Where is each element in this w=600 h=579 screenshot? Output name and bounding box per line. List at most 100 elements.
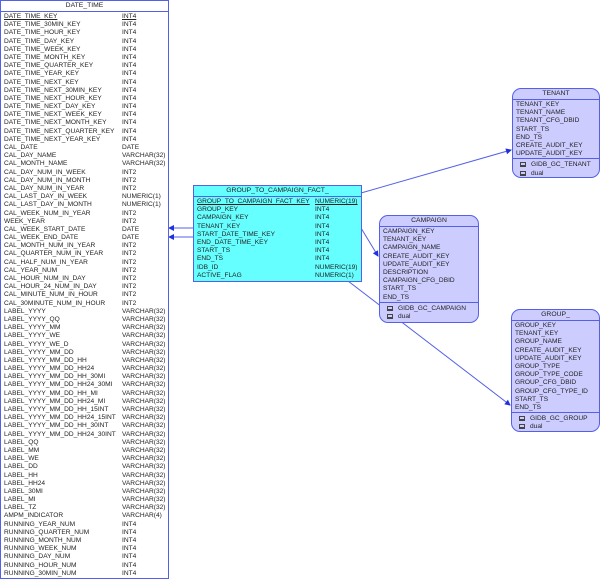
column-name: START_TS: [516, 125, 550, 133]
column-row: DATE_TIME_NEXT_WEEK_KEY INT4: [4, 111, 168, 119]
column-row: ACTIVE_FLAG NUMERIC(1): [197, 272, 361, 280]
column-name: START_DATE_TIME_KEY: [197, 230, 276, 238]
column-type: INT2: [122, 291, 137, 299]
column-row: LABEL_WE VARCHAR(32): [4, 455, 168, 463]
table-title: TENANT: [513, 89, 599, 100]
column-row: TENANT_CFG_DBID: [516, 117, 599, 125]
source-list: GIDB_GC_GROUP dual: [512, 412, 599, 431]
column-row: RUNNING_MONTH_NUM INT4: [4, 537, 168, 545]
column-row: START_TS INT4: [197, 247, 361, 255]
column-row: LABEL_YYYY_WE VARCHAR(32): [4, 332, 168, 340]
table-icon: [519, 424, 525, 430]
column-name: GROUP_TYPE: [515, 362, 561, 370]
column-type: VARCHAR(32): [122, 324, 166, 332]
column-name: CAMPAIGN_KEY: [197, 214, 249, 222]
column-row: DATE_TIME_HOUR_KEY INT4: [4, 29, 168, 37]
column-row: CAL_DAY_NUM_IN_WEEK INT2: [4, 169, 168, 177]
column-row: CAL_YEAR_NUM INT2: [4, 267, 168, 275]
source-name: GIDB_GC_TENANT: [531, 161, 591, 169]
column-row: CAL_HALF_NUM_IN_YEAR INT2: [4, 259, 168, 267]
column-type: VARCHAR(32): [122, 438, 166, 446]
column-type: INT2: [122, 250, 137, 258]
column-name: LABEL_YYYY: [4, 307, 46, 315]
column-type: INT2: [122, 266, 137, 274]
column-row: RUNNING_WEEK_NUM INT4: [4, 545, 168, 553]
column-row: LABEL_MI VARCHAR(32): [4, 496, 168, 504]
column-name: CREATE_AUDIT_KEY: [515, 346, 582, 354]
column-type: INT4: [122, 70, 137, 78]
column-name: WEEK_YEAR: [4, 217, 46, 225]
column-type: INT4: [122, 135, 137, 143]
column-name: DATE_TIME_NEXT_DAY_KEY: [4, 103, 96, 111]
entity-campaign[interactable]: CAMPAIGN CAMPAIGN_KEY TENANT_KEY CAMPAIGN_…: [379, 215, 479, 323]
column-row: DATE_TIME_NEXT_HOUR_KEY INT4: [4, 95, 168, 103]
entity-group[interactable]: GROUP_ GROUP_KEY TENANT_KEY GROUP_NAME CREA…: [511, 309, 600, 432]
column-row: DATE_TIME_KEY INT4: [4, 13, 168, 21]
column-name: DATE_TIME_30MIN_KEY: [4, 21, 81, 29]
column-name: TENANT_KEY: [197, 222, 241, 230]
column-type: VARCHAR(32): [122, 455, 166, 463]
column-name: LABEL_YYYY_MM_DD_HH24_MI: [4, 397, 106, 405]
column-row: CAL_WEEK_NUM_IN_YEAR INT2: [4, 210, 168, 218]
column-name: CAL_MONTH_NUM_IN_YEAR: [4, 242, 96, 250]
column-name: CAL_DAY_NUM_IN_YEAR: [4, 184, 85, 192]
source-name: GIDB_GC_CAMPAIGN: [398, 304, 467, 312]
column-name: RUNNING_MONTH_NUM: [4, 537, 82, 544]
column-type: INT4: [122, 553, 137, 561]
column-type: VARCHAR(32): [122, 479, 166, 487]
column-name: GROUP_KEY: [197, 206, 239, 214]
column-name: DATE_TIME_NEXT_30MIN_KEY: [4, 86, 102, 94]
column-row: CAL_HOUR_24_NUM_IN_DAY INT2: [4, 283, 168, 291]
column-type: INT2: [122, 217, 137, 225]
column-name: LABEL_YYYY_WE_D: [4, 340, 69, 348]
column-row: DATE_TIME_WEEK_KEY INT4: [4, 46, 168, 54]
column-row: CAL_30MINUTE_NUM_IN_HOUR INT2: [4, 300, 168, 308]
table-date-time[interactable]: DATE_TIME DATE_TIME_KEY INT4 DATE_TIME_30M…: [0, 0, 169, 579]
column-row: END_TS: [383, 294, 478, 302]
column-name: DATE_TIME_WEEK_KEY: [4, 45, 81, 53]
column-type: INT2: [122, 275, 137, 282]
column-row: GROUP_TYPE_CODE: [515, 371, 599, 379]
column-row: LABEL_HH VARCHAR(32): [4, 472, 168, 480]
column-type: INT2: [122, 258, 137, 266]
column-row: TENANT_NAME: [516, 109, 599, 117]
column-name: DATE_TIME_NEXT_QUARTER_KEY: [4, 127, 115, 135]
column-row: DATE_TIME_DAY_KEY INT4: [4, 38, 168, 46]
column-row: LABEL_YYYY_MM_DD_HH_MI VARCHAR(32): [4, 390, 168, 398]
column-name: DATE_TIME_DAY_KEY: [4, 37, 75, 45]
column-list: DATE_TIME_KEY INT4 DATE_TIME_30MIN_KEY INT4…: [1, 12, 168, 578]
column-row: CAL_MONTH_NUM_IN_YEAR INT2: [4, 242, 168, 250]
column-list: TENANT_KEY TENANT_NAME TENANT_CFG_DBID STAR…: [513, 100, 599, 158]
column-row: LABEL_YYYY_MM_DD_HH_15INT VARCHAR(32): [4, 406, 168, 414]
column-name: START_TS: [515, 395, 549, 403]
column-name: LABEL_YYYY_MM_DD_HH_30MI: [4, 373, 106, 381]
column-row: LABEL_YYYY_MM_DD_HH24 VARCHAR(32): [4, 365, 168, 373]
column-row: CREATE_AUDIT_KEY: [516, 142, 599, 150]
source-name: dual: [530, 423, 543, 431]
source-name: dual: [531, 169, 544, 177]
column-row: LABEL_YYYY VARCHAR(32): [4, 308, 168, 316]
column-name: LABEL_YYYY_MM_DD_HH24_30MI: [4, 381, 113, 389]
column-name: RUNNING_30MIN_NUM: [4, 569, 77, 577]
table-group-to-campaign-fact[interactable]: GROUP_TO_CAMPAIGN_FACT_ GROUP_TO_CAMPAIG…: [193, 185, 362, 282]
column-type: INT2: [122, 283, 137, 291]
column-name: DATE_TIME_KEY: [4, 13, 58, 20]
column-row: CAL_LAST_DAY_IN_WEEK NUMERIC(1): [4, 193, 168, 201]
column-row: LABEL_YYYY_MM_DD_HH24_30MI VARCHAR(32): [4, 381, 168, 389]
column-name: DATE_TIME_YEAR_KEY: [4, 70, 79, 78]
source-row: GIDB_GC_TENANT: [520, 161, 599, 169]
column-name: CAL_30MINUTE_NUM_IN_HOUR: [4, 299, 106, 307]
column-type: VARCHAR(32): [122, 406, 166, 413]
column-name: DATE_TIME_NEXT_MONTH_KEY: [4, 119, 107, 127]
column-row: LABEL_YYYY_MM_DD_HH VARCHAR(32): [4, 357, 168, 365]
column-name: CAMPAIGN_KEY: [383, 228, 435, 235]
column-name: CAL_LAST_DAY_IN_WEEK: [4, 193, 88, 201]
column-name: LABEL_YYYY_MM_DD: [4, 348, 74, 356]
entity-tenant[interactable]: TENANT TENANT_KEY TENANT_NAME TENANT_CFG_D…: [512, 88, 600, 178]
column-name: AMPM_INDICATOR: [4, 512, 64, 520]
column-row: END_TS: [516, 134, 599, 142]
column-name: CAL_DAY_NAME: [4, 152, 57, 160]
column-row: LABEL_YYYY_MM_DD_HH24_30INT VARCHAR(32): [4, 431, 168, 439]
column-row: TENANT_KEY INT4: [197, 223, 361, 231]
column-name: DATE_TIME_MONTH_KEY: [4, 53, 86, 61]
